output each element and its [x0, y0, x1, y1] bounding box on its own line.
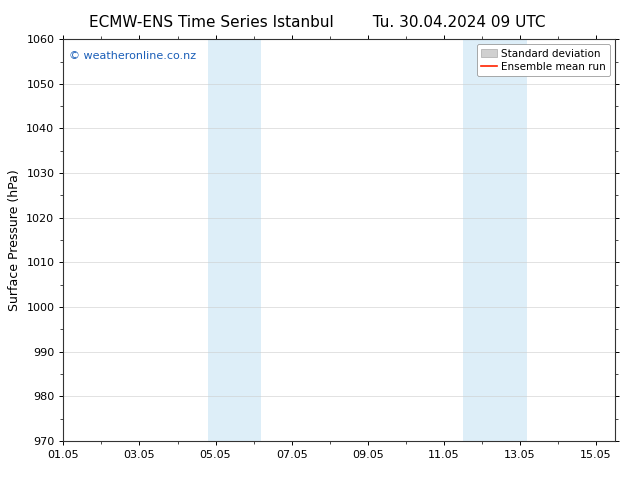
Text: ECMW-ENS Time Series Istanbul        Tu. 30.04.2024 09 UTC: ECMW-ENS Time Series Istanbul Tu. 30.04.… — [89, 15, 545, 30]
Text: © weatheronline.co.nz: © weatheronline.co.nz — [69, 51, 196, 61]
Bar — [463, 39, 527, 441]
Bar — [208, 39, 261, 441]
Legend: Standard deviation, Ensemble mean run: Standard deviation, Ensemble mean run — [477, 45, 610, 76]
Y-axis label: Surface Pressure (hPa): Surface Pressure (hPa) — [8, 169, 21, 311]
